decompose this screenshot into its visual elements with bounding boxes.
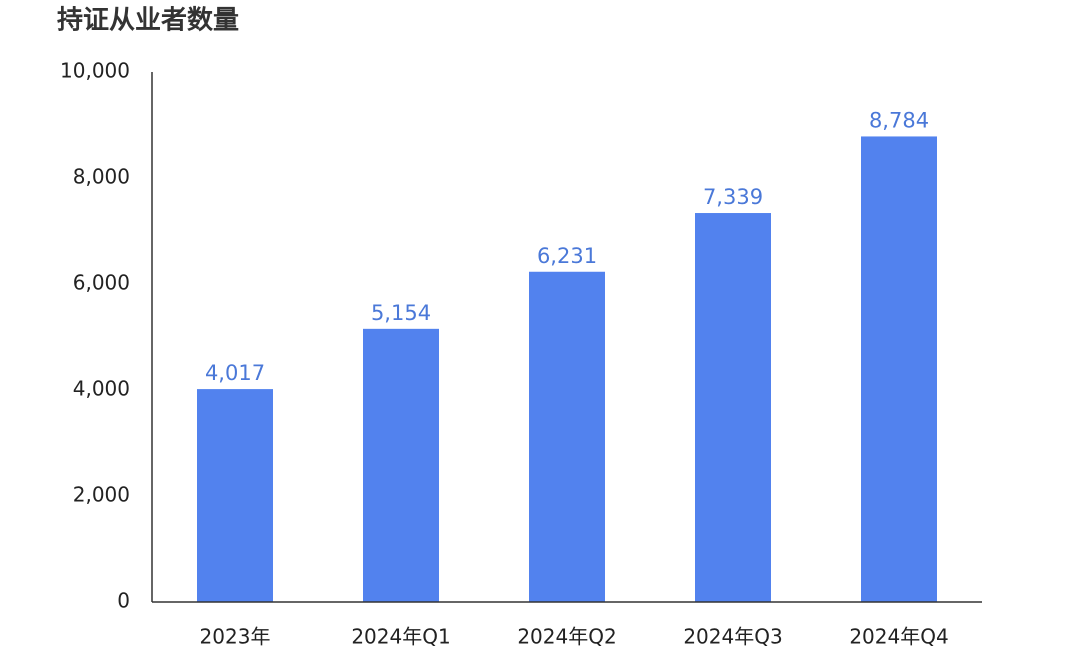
value-label: 7,339 (703, 185, 763, 209)
bar (197, 389, 273, 602)
x-tick-label: 2024年Q2 (517, 625, 616, 649)
bar (363, 328, 439, 602)
value-label: 4,017 (205, 361, 265, 385)
y-tick-label: 0 (117, 589, 130, 613)
bar (529, 271, 605, 602)
chart-title: 持证从业者数量 (57, 6, 239, 36)
y-tick-label: 10,000 (60, 59, 130, 83)
bar (695, 213, 771, 602)
y-tick-label: 6,000 (73, 271, 130, 295)
y-tick-label: 8,000 (73, 165, 130, 189)
value-label: 6,231 (537, 244, 597, 268)
value-label: 5,154 (371, 301, 431, 325)
x-tick-label: 2023年 (200, 625, 271, 649)
x-tick-label: 2024年Q3 (683, 625, 782, 649)
x-tick-label: 2024年Q4 (849, 625, 948, 649)
value-label: 8,784 (869, 108, 929, 132)
x-tick-label: 2024年Q1 (351, 625, 450, 649)
bar (861, 136, 937, 602)
y-tick-label: 2,000 (73, 483, 130, 507)
y-tick-label: 4,000 (73, 377, 130, 401)
